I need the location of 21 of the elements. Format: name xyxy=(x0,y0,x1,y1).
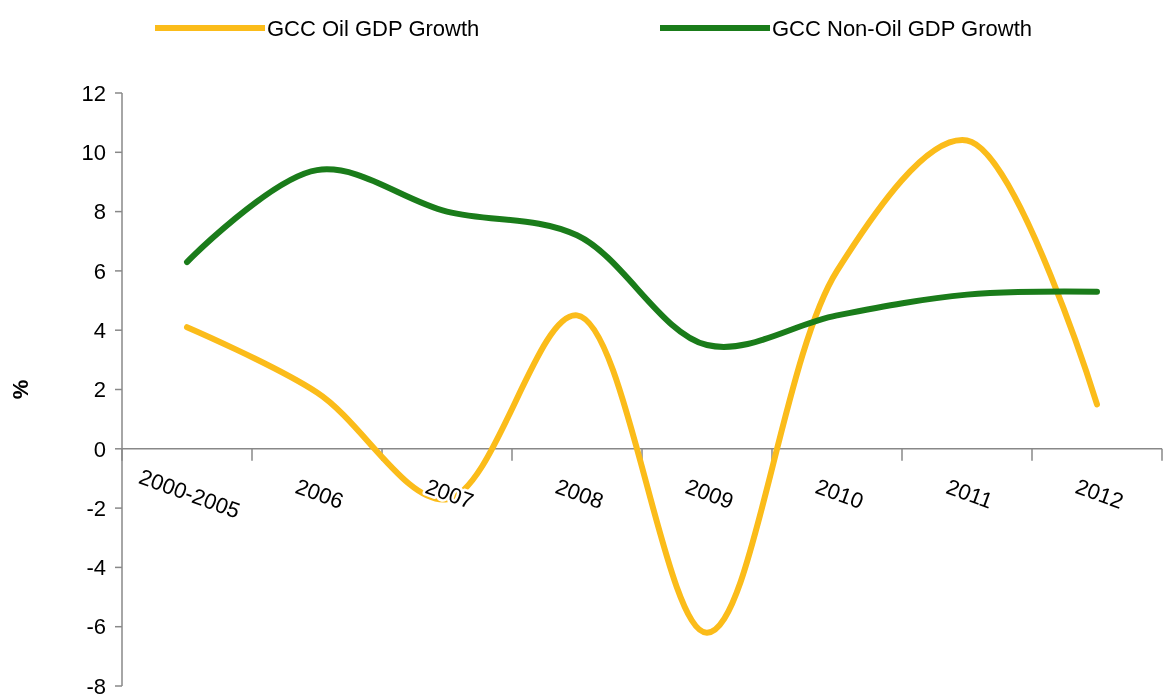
x-tick-label: 2010 xyxy=(812,473,867,514)
y-tick-label: 2 xyxy=(93,377,106,403)
x-tick-label: 2006 xyxy=(292,473,347,514)
x-tick-label: 2008 xyxy=(552,473,607,514)
y-tick-label: -8 xyxy=(86,673,106,699)
x-tick-label: 2011 xyxy=(943,473,997,514)
y-tick-label: -2 xyxy=(86,495,106,521)
y-tick-label: 0 xyxy=(93,436,106,462)
y-tick-label: -4 xyxy=(86,555,106,581)
x-tick-label: 2009 xyxy=(682,473,737,514)
y-tick-label: 6 xyxy=(93,258,106,284)
x-tick-label: 2007 xyxy=(422,473,477,514)
y-axis-title: % xyxy=(8,379,33,400)
legend-label: GCC Non-Oil GDP Growth xyxy=(772,15,1032,41)
y-tick-label: 10 xyxy=(81,140,106,165)
y-tick-label: 4 xyxy=(93,317,106,343)
y-tick-label: -6 xyxy=(86,614,106,640)
x-tick-label: 2012 xyxy=(1072,473,1127,514)
y-tick-label: 8 xyxy=(93,199,106,225)
y-tick-label: 12 xyxy=(81,80,106,106)
legend-label: GCC Oil GDP Growth xyxy=(267,15,480,41)
